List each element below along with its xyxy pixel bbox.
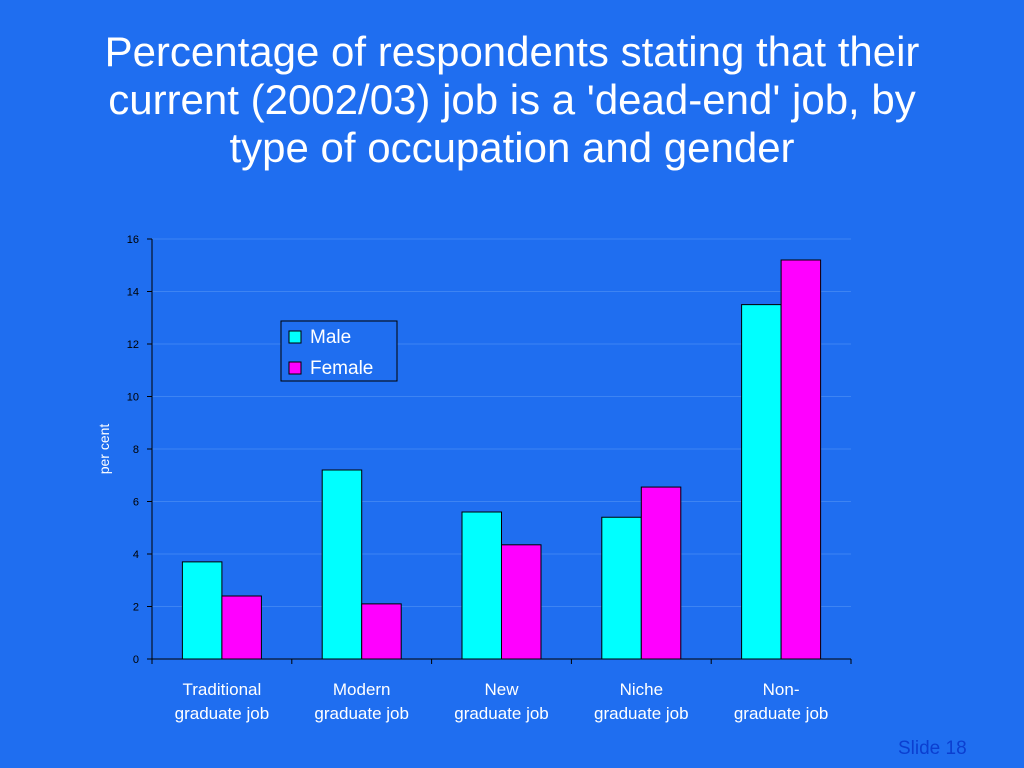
bar-female <box>221 595 262 660</box>
y-tick-label: 16 <box>127 234 139 246</box>
bar-male <box>601 516 642 660</box>
x-tick-label: Niche <box>620 680 663 699</box>
title-line-3: type of occupation and gender <box>229 124 795 171</box>
bar-male <box>461 511 502 660</box>
bar-female <box>501 544 542 660</box>
y-tick-label: 0 <box>133 654 139 666</box>
y-axis-label: per cent <box>96 424 112 475</box>
title-line-2: current (2002/03) job is a 'dead-end' jo… <box>108 76 916 123</box>
y-tick-label: 14 <box>127 287 139 299</box>
bar-male <box>321 469 363 660</box>
bar-male <box>741 304 782 660</box>
x-tick-label: Modern <box>333 680 391 699</box>
x-tick-label: New <box>484 680 519 699</box>
bar-female <box>640 486 682 660</box>
y-tick-label: 2 <box>133 602 139 614</box>
y-tick-label: 8 <box>133 444 139 456</box>
bar-female <box>361 603 402 660</box>
bar-male <box>181 561 223 660</box>
x-tick-label: graduate job <box>734 704 829 723</box>
y-tick-label: 12 <box>127 339 139 351</box>
x-tick-label: graduate job <box>314 704 409 723</box>
y-tick-label: 6 <box>133 497 139 509</box>
legend-swatch-male <box>288 330 302 344</box>
x-tick-label: graduate job <box>594 704 689 723</box>
slide-title: Percentage of respondents stating that t… <box>0 28 1024 172</box>
y-tick-label: 10 <box>127 392 139 404</box>
slide-number: Slide 18 <box>898 738 967 759</box>
legend-label-male: Male <box>310 327 351 348</box>
y-tick-label: 4 <box>133 549 139 561</box>
title-line-1: Percentage of respondents stating that t… <box>104 28 920 75</box>
x-tick-label: graduate job <box>175 704 270 723</box>
x-tick-label: graduate job <box>454 704 549 723</box>
bar-female <box>780 259 822 660</box>
legend-label-female: Female <box>310 358 373 379</box>
legend-swatch-female <box>288 361 302 375</box>
x-tick-label: Non- <box>763 680 800 699</box>
x-tick-label: Traditional <box>183 680 262 699</box>
